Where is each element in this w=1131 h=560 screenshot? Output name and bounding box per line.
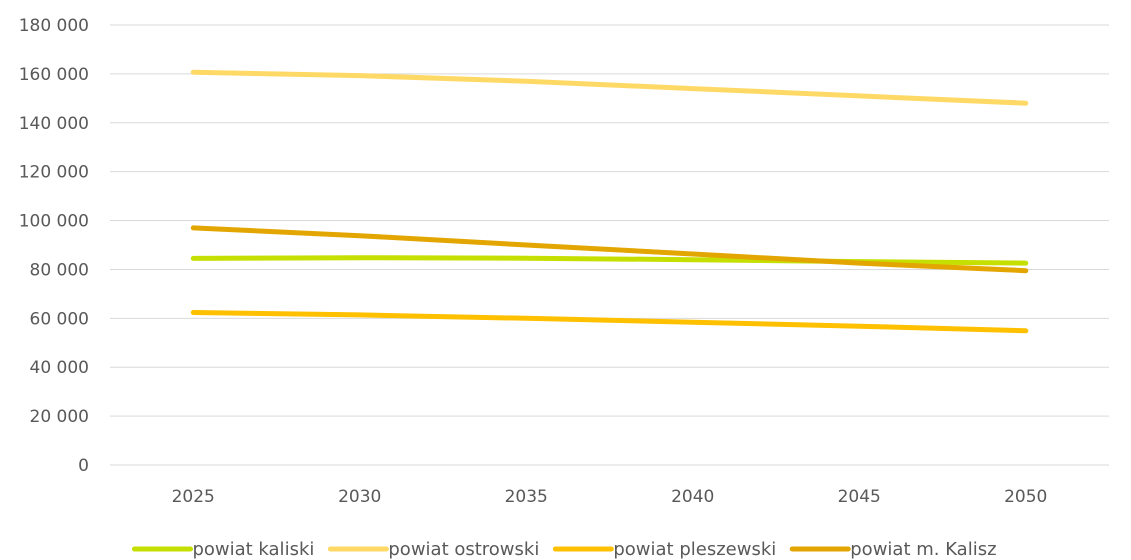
legend-item-2: powiat ostrowski: [327, 539, 539, 560]
x-tick-label: 2035: [505, 487, 548, 507]
y-tick-label: 180 000: [19, 16, 89, 36]
y-axis-tick-labels: 0 20 000 40 000 60 000 80 000 100 000 120 000 1…: [19, 16, 89, 476]
gridlines: [110, 24, 1109, 466]
y-tick-label: 120 000: [19, 163, 89, 183]
y-tick-label: 60 000: [30, 309, 89, 329]
legend-label: powiat kaliski: [192, 539, 314, 560]
legend-label: powiat m. Kalisz: [850, 539, 996, 560]
y-tick-label: 0: [78, 456, 89, 476]
legend-item-3: powiat pleszewski: [552, 539, 776, 560]
legend-label: powiat pleszewski: [613, 539, 776, 560]
y-tick-label: 40 000: [30, 358, 89, 378]
legend-item-1: powiat kaliski: [131, 539, 314, 560]
series-line-1: [190, 255, 1029, 266]
x-tick-label: 2025: [172, 487, 215, 507]
legend-item-4: powiat m. Kalisz: [789, 539, 997, 560]
legend-label: powiat ostrowski: [388, 539, 539, 560]
series-line-4: [190, 225, 1029, 274]
legend: powiat kaliski powiat ostrowski powiat ple…: [131, 539, 997, 560]
x-tick-label: 2040: [671, 487, 714, 507]
x-tick-label: 2030: [338, 487, 381, 507]
series-line-3: [190, 310, 1029, 334]
x-axis-tick-labels: 2025 2030 2035 2040 2045 2050: [172, 487, 1048, 507]
x-tick-label: 2050: [1004, 487, 1047, 507]
y-tick-label: 100 000: [19, 212, 89, 232]
series-line-2: [190, 69, 1029, 106]
y-tick-label: 20 000: [30, 407, 89, 427]
series-lines: [190, 69, 1029, 334]
y-tick-label: 140 000: [19, 114, 89, 134]
y-tick-label: 160 000: [19, 65, 89, 85]
x-tick-label: 2045: [838, 487, 881, 507]
y-tick-label: 80 000: [30, 260, 89, 280]
